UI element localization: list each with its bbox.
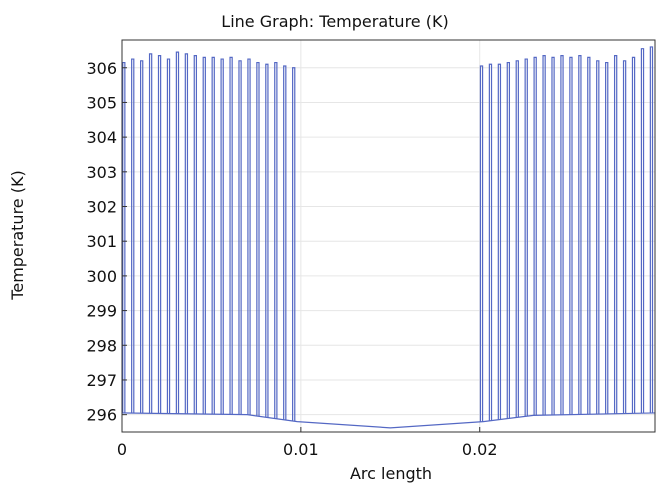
chart-title: Line Graph: Temperature (K) — [221, 12, 448, 31]
temperature-spike — [274, 61, 278, 419]
y-axis-ticks: 296 297 298 299 300 301 302 303 304 305 306 — [86, 59, 127, 425]
y-tick-label: 299 — [86, 302, 117, 321]
temperature-spike — [148, 53, 153, 414]
temperature-spike — [175, 51, 180, 414]
x-tick-label: 0.02 — [462, 440, 498, 459]
temperature-spike — [488, 63, 493, 421]
temperature-spike — [193, 55, 198, 414]
y-tick-label: 300 — [86, 267, 117, 286]
y-tick-label: 303 — [86, 163, 117, 182]
x-tick-label: 0.01 — [283, 440, 319, 459]
temperature-spike — [596, 60, 600, 415]
gridlines — [121, 40, 655, 432]
y-tick-label: 298 — [86, 336, 117, 355]
y-axis-title: Temperature (K) — [8, 170, 27, 300]
y-tick-label: 296 — [86, 406, 117, 425]
y-tick-label: 297 — [86, 371, 117, 390]
y-tick-label: 302 — [86, 198, 117, 217]
temperature-spike — [578, 55, 582, 415]
x-axis-title: Arc length — [350, 464, 432, 483]
y-tick-label: 301 — [86, 232, 117, 251]
temperature-spike — [569, 56, 573, 415]
temperature-spike — [515, 60, 519, 418]
temperature-spike — [524, 58, 528, 417]
temperature-spike — [140, 60, 144, 414]
temperature-spike — [265, 63, 269, 418]
temperature-spike — [622, 60, 627, 414]
temperature-spike — [202, 56, 206, 415]
temperature-spike — [292, 67, 296, 422]
series-temperature — [121, 46, 656, 429]
temperature-spike — [247, 58, 251, 415]
y-tick-label: 306 — [86, 59, 117, 78]
temperature-spike — [587, 56, 591, 415]
temperature-spike — [479, 65, 484, 422]
temperature-spike — [211, 56, 215, 415]
temperature-spike — [649, 46, 654, 413]
x-axis-ticks: 0 0.01 0.02 — [117, 427, 498, 459]
plot-frame — [121, 39, 656, 433]
temperature-spike — [613, 55, 618, 414]
temperature-spike — [157, 55, 162, 414]
temperature-spike — [122, 61, 126, 413]
temperature-spike — [229, 56, 233, 415]
temperature-spike — [631, 56, 636, 414]
temperature-spike — [542, 55, 546, 416]
temperature-spike — [220, 58, 224, 415]
temperature-spike — [256, 61, 260, 417]
temperature-spike — [131, 58, 135, 414]
x-tick-label: 0 — [117, 440, 127, 459]
temperature-spike — [283, 65, 287, 420]
temperature-spike — [551, 56, 555, 415]
temperature-spike — [166, 58, 171, 414]
y-tick-label: 304 — [86, 128, 117, 147]
y-tick-label: 305 — [86, 93, 117, 112]
temperature-spike — [640, 48, 645, 414]
temperature-spike — [238, 60, 242, 415]
temperature-spike — [533, 56, 537, 416]
temperature-spike — [560, 55, 564, 415]
temperature-spike — [184, 53, 189, 414]
series-baseline — [121, 412, 656, 429]
temperature-spike — [497, 63, 502, 420]
temperature-spike — [506, 61, 511, 419]
temperature-spike — [605, 61, 609, 414]
